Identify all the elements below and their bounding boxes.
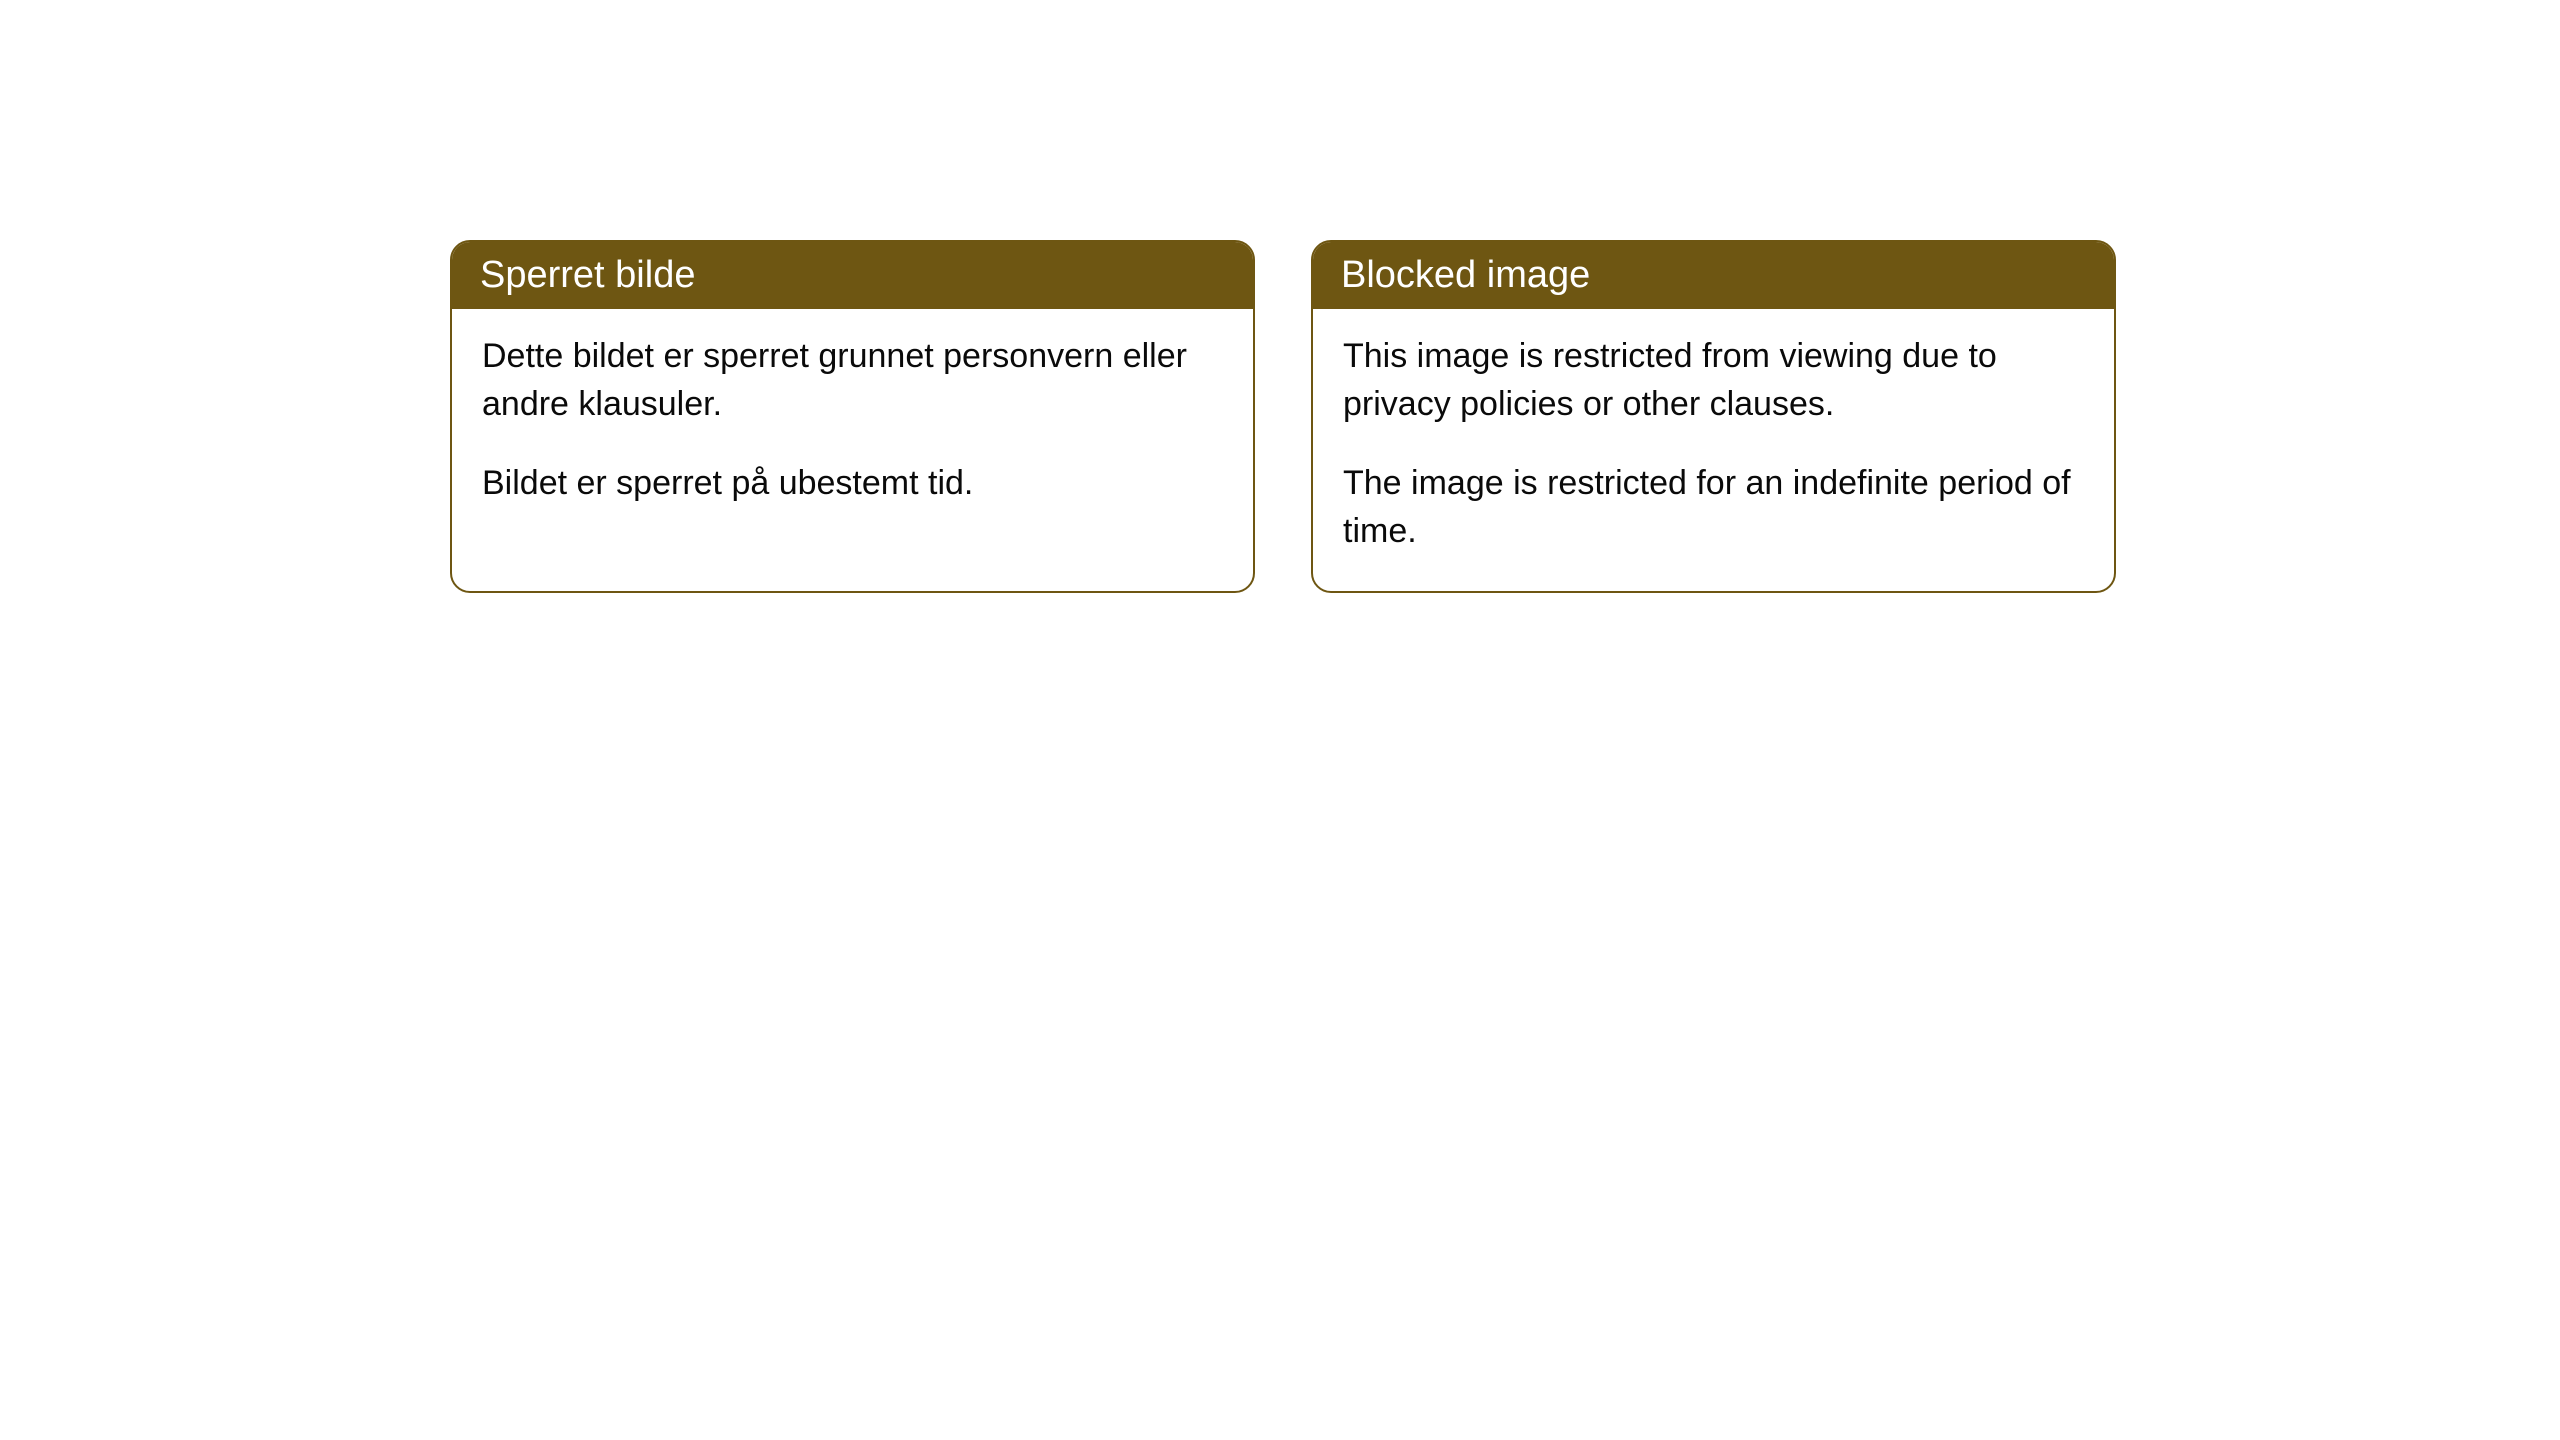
card-title: Blocked image [1341,254,1590,296]
card-text-1: This image is restricted from viewing du… [1343,333,2084,428]
card-header: Blocked image [1313,242,2114,309]
card-text-1: Dette bildet er sperret grunnet personve… [482,333,1223,428]
card-header: Sperret bilde [452,242,1253,309]
card-title: Sperret bilde [480,254,695,296]
card-body: Dette bildet er sperret grunnet personve… [452,309,1253,544]
cards-container: Sperret bilde Dette bildet er sperret gr… [450,240,2116,593]
card-body: This image is restricted from viewing du… [1313,309,2114,591]
card-text-2: Bildet er sperret på ubestemt tid. [482,460,1223,508]
card-text-2: The image is restricted for an indefinit… [1343,460,2084,555]
blocked-image-card-english: Blocked image This image is restricted f… [1311,240,2116,593]
blocked-image-card-norwegian: Sperret bilde Dette bildet er sperret gr… [450,240,1255,593]
